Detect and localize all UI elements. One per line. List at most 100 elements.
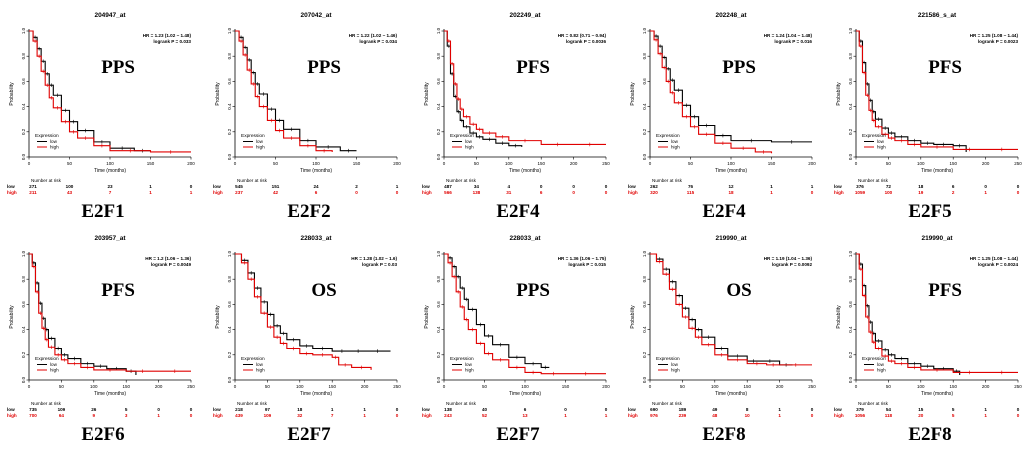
km-curve-low	[235, 30, 357, 152]
risk-count-high: 13	[522, 413, 528, 418]
risk-title: Number at risk	[652, 401, 683, 406]
probe-title: 219990_at	[715, 235, 747, 242]
y-axis-label: Probability	[424, 82, 430, 106]
risk-count-high: 439	[235, 413, 243, 418]
risk-count-high: 1056	[855, 413, 866, 418]
y-tick-label: 1.0	[227, 27, 232, 34]
risk-count-high: 1	[778, 413, 781, 418]
probe-title: 203957_at	[94, 235, 126, 242]
risk-count-high: 566	[444, 190, 452, 195]
risk-count-low: 0	[605, 407, 608, 412]
risk-count-high: 6	[540, 190, 543, 195]
y-tick-label: 0.8	[848, 53, 853, 60]
risk-count-high: 0	[396, 413, 399, 418]
x-tick-label: 50	[680, 384, 686, 389]
km-plot-svg: 228033_at 0.0 0.2 0.4 0.6 0.8 1.0 Probability 0 5…	[213, 235, 401, 418]
y-tick-label: 0.0	[227, 153, 232, 160]
x-tick-label: 250	[1014, 384, 1022, 389]
y-tick-label: 0.2	[848, 128, 853, 135]
risk-count-high: 2	[952, 190, 955, 195]
risk-count-low: 0	[540, 184, 543, 189]
x-tick-label: 50	[482, 384, 488, 389]
risk-count-high: 43	[67, 190, 73, 195]
risk-count-low: 151	[272, 184, 280, 189]
hr-text: HR = 1.22 (1.02 − 1.46)	[349, 33, 398, 38]
y-tick-label: 0.0	[642, 153, 647, 160]
risk-count-high: 42	[273, 190, 279, 195]
x-tick-label: 150	[768, 161, 776, 166]
probe-title: 204947_at	[94, 12, 126, 19]
x-tick-label: 50	[886, 384, 892, 389]
risk-row-label-high: high	[628, 413, 638, 418]
legend-label-low: low	[671, 139, 679, 144]
risk-count-high: 20	[918, 413, 924, 418]
x-tick-label: 150	[122, 384, 130, 389]
risk-count-high: 18	[728, 190, 734, 195]
y-tick-label: 0.2	[21, 128, 26, 135]
risk-row-label-low: low	[834, 184, 842, 189]
km-curve-high	[856, 253, 1018, 373]
risk-count-low: 54	[886, 407, 892, 412]
risk-count-high: 211	[29, 190, 37, 195]
hr-text: HR = 1.36 (1.06 − 1.75)	[558, 256, 607, 261]
x-tick-label: 100	[106, 161, 114, 166]
y-tick-label: 0.0	[21, 153, 26, 160]
x-tick-label: 50	[474, 161, 480, 166]
y-tick-label: 0.2	[436, 128, 441, 135]
y-axis-label: Probability	[630, 305, 636, 329]
hr-text: HR = 1.28 (1.02 − 1.6)	[351, 256, 397, 261]
endpoint-label: PPS	[307, 57, 341, 78]
x-axis-label: Time (months)	[94, 391, 126, 397]
legend-label-low: low	[256, 362, 264, 367]
risk-count-low: 24	[313, 184, 319, 189]
x-tick-label: 0	[443, 384, 446, 389]
y-tick-label: 0.2	[642, 351, 647, 358]
legend-label-high: high	[50, 368, 59, 373]
legend-label-low: low	[50, 362, 58, 367]
risk-count-high: 64	[59, 413, 65, 418]
risk-count-high: 1	[984, 190, 987, 195]
x-tick-label: 50	[886, 161, 892, 166]
y-tick-label: 0.6	[21, 78, 26, 85]
risk-count-low: 545	[235, 184, 243, 189]
endpoint-label: PPS	[101, 57, 135, 78]
y-tick-label: 0.4	[848, 326, 853, 333]
risk-count-high: 32	[297, 413, 303, 418]
hr-text: HR = 1.24 (1.04 − 1.48)	[764, 33, 813, 38]
x-tick-label: 50	[59, 384, 65, 389]
km-curve-high	[29, 253, 191, 372]
x-tick-label: 150	[537, 161, 545, 166]
x-tick-label: 200	[393, 161, 401, 166]
x-tick-label: 100	[521, 384, 529, 389]
km-curve-low	[444, 30, 523, 147]
risk-row-label-low: low	[422, 184, 430, 189]
y-axis-label: Probability	[9, 82, 15, 106]
y-tick-label: 0.2	[21, 351, 26, 358]
x-tick-label: 150	[147, 161, 155, 166]
risk-count-high: 1	[157, 413, 160, 418]
y-tick-label: 0.6	[21, 301, 26, 308]
x-tick-label: 0	[649, 384, 652, 389]
gene-label: E2F4	[496, 201, 540, 222]
risk-count-low: 1	[811, 184, 814, 189]
risk-row-label-high: high	[422, 413, 432, 418]
risk-count-low: 218	[235, 407, 243, 412]
gene-label: E2F8	[702, 424, 746, 445]
x-tick-label: 150	[949, 384, 957, 389]
x-axis-label: Time (months)	[94, 168, 126, 174]
risk-count-low: 72	[886, 184, 892, 189]
risk-count-high: 1	[605, 413, 608, 418]
risk-count-high: 0	[1017, 190, 1020, 195]
y-tick-label: 0.8	[227, 53, 232, 60]
risk-count-high: 320	[650, 190, 658, 195]
y-tick-label: 0.8	[227, 276, 232, 283]
x-tick-label: 100	[312, 161, 320, 166]
y-tick-label: 0.4	[436, 326, 441, 333]
risk-count-low: 40	[482, 407, 488, 412]
x-tick-label: 150	[353, 161, 361, 166]
y-axis-label: Probability	[836, 82, 842, 106]
endpoint-label: OS	[726, 280, 751, 301]
gene-label: E2F5	[908, 201, 952, 222]
risk-count-low: 97	[265, 407, 271, 412]
risk-count-low: 12	[728, 184, 734, 189]
